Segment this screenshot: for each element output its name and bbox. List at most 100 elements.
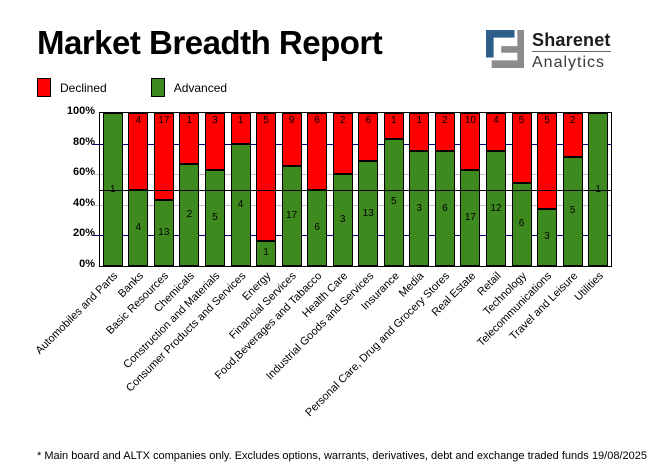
legend-label-declined: Declined (60, 80, 107, 95)
declined-value-label: 1 (416, 115, 423, 126)
gridline-40pct (100, 205, 611, 206)
advanced-value-label: 4 (237, 198, 244, 210)
segment-declined (562, 113, 583, 157)
segment-declined (153, 113, 174, 200)
advanced-value-label: 6 (442, 202, 448, 214)
segment-declined (460, 113, 481, 170)
gridline-20pct (100, 235, 611, 236)
legend-item-advanced: Advanced (150, 78, 228, 97)
segment-advanced (230, 143, 251, 266)
declined-swatch-icon (37, 78, 51, 97)
advanced-value-label: 13 (362, 207, 374, 219)
declined-value-label: 10 (464, 115, 476, 126)
gridline-60pct (100, 174, 611, 175)
declined-value-label: 5 (518, 115, 525, 126)
x-axis-label: Automobiles and Parts (33, 270, 121, 357)
segment-advanced (153, 199, 174, 266)
report-date: 19/08/2025 (591, 450, 647, 462)
y-tick-40pct (93, 205, 99, 206)
y-axis-label: 100% (66, 105, 95, 117)
advanced-value-label: 17 (286, 209, 298, 221)
segment-declined (128, 113, 149, 190)
bar-automobiles-and-parts: 1 (102, 113, 123, 266)
advanced-value-label: 3 (544, 231, 550, 243)
y-axis-label: 60% (72, 166, 95, 179)
bar-real-estate: 10 17 (460, 113, 481, 266)
advanced-value-label: 17 (464, 211, 476, 223)
y-axis-label: 80% (72, 135, 95, 148)
bar-utilities: 1 (588, 113, 609, 266)
advanced-value-label: 12 (490, 202, 502, 214)
legend-label-advanced: Advanced (173, 80, 228, 95)
bar-slot: 6 13 (355, 113, 381, 266)
declined-value-label: 4 (135, 115, 142, 126)
segment-advanced (179, 164, 200, 266)
declined-value-label: 2 (569, 115, 576, 126)
declined-value-label: 5 (263, 115, 269, 126)
bar-slot: 9 17 (279, 113, 305, 266)
bar-slot: 10 17 (458, 113, 484, 266)
segment-advanced (358, 161, 379, 266)
declined-value-label: 4 (493, 115, 499, 126)
advanced-value-label: 3 (416, 202, 423, 214)
declined-value-label: 17 (158, 115, 170, 126)
segment-declined (434, 113, 455, 152)
declined-value-label: 1 (186, 115, 193, 126)
segment-advanced (332, 174, 353, 266)
segment-declined (383, 113, 404, 139)
y-tick-60pct (93, 174, 99, 175)
bar-industrial-goods-and-services: 6 13 (358, 113, 379, 266)
segment-declined (256, 113, 277, 241)
segment-advanced (537, 208, 558, 266)
reference-line-50pct (100, 190, 611, 191)
bar-financial-services: 9 17 (281, 113, 302, 266)
declined-value-label: 2 (339, 115, 346, 126)
segment-advanced (588, 113, 609, 266)
advanced-value-label: 1 (263, 247, 269, 259)
brand-sub: Analytics (532, 54, 606, 71)
declined-value-label: 6 (314, 115, 320, 126)
gridline-80pct (100, 144, 611, 145)
brand-name: Sharenet (532, 30, 611, 50)
y-axis-label: 20% (72, 227, 95, 240)
segment-declined (307, 113, 328, 190)
brand-text: Sharenet Analytics (532, 30, 611, 72)
segment-declined (281, 113, 302, 166)
segment-declined (537, 113, 558, 209)
advanced-value-label: 2 (186, 209, 193, 220)
segment-declined (332, 113, 353, 175)
bar-slot: 17 13 (151, 113, 177, 266)
bar-slot: 4 12 (483, 113, 509, 266)
bar-slot: 1 (585, 113, 611, 266)
advanced-value-label: 1 (109, 183, 116, 195)
segment-advanced (383, 138, 404, 266)
segment-advanced (511, 182, 532, 266)
bar-basic-resources: 17 13 (153, 113, 174, 266)
segment-declined (409, 113, 430, 152)
segment-advanced (204, 170, 225, 266)
advanced-value-label: 1 (595, 183, 601, 195)
segment-advanced (409, 151, 430, 266)
segment-advanced (256, 240, 277, 266)
segment-declined (358, 113, 379, 162)
